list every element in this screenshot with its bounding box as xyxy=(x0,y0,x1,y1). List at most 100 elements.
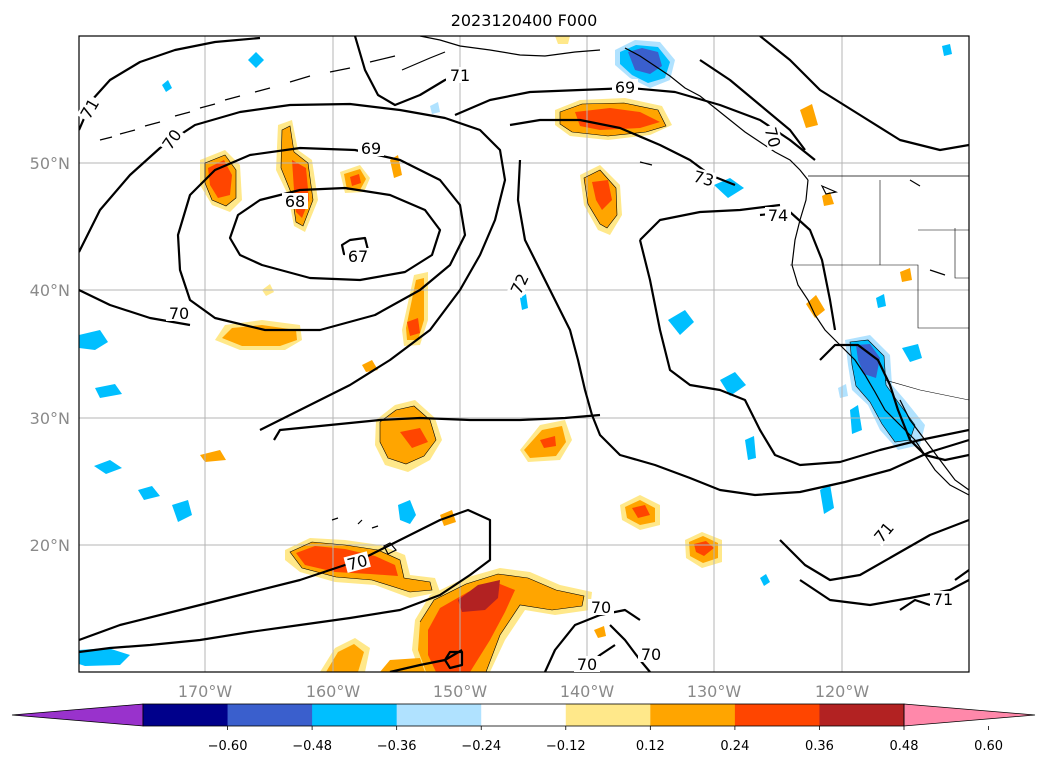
contour-69-low xyxy=(176,146,467,332)
contour-ca xyxy=(819,343,969,462)
shade-neg-13 xyxy=(820,484,834,514)
shade-neg-16 xyxy=(902,344,922,362)
shade-neg-1 xyxy=(248,52,264,68)
shade-patch-20n xyxy=(685,532,722,568)
shade-neg-10 xyxy=(668,310,694,335)
shade-neg-california xyxy=(845,335,925,450)
shade-patch-small-5 xyxy=(594,626,606,638)
border-mexico xyxy=(884,379,969,401)
contour-label: 69 xyxy=(615,78,635,97)
colorbar-segment xyxy=(227,704,313,726)
lon-axis-labels: 170°W 160°W 150°W 140°W 130°W 120°W xyxy=(178,682,870,701)
lon-label: 140°W xyxy=(560,682,615,701)
map-frame xyxy=(78,35,970,673)
shade-neg-3 xyxy=(79,330,108,350)
shade-patch-small-7 xyxy=(800,104,818,128)
colorbar-segment xyxy=(819,704,905,726)
colorbar-tick-label: 0.48 xyxy=(890,739,919,754)
shade-neg-11 xyxy=(720,372,746,396)
shade-neg-18 xyxy=(838,384,848,398)
lon-label: 130°W xyxy=(687,682,742,701)
shade-neg-5 xyxy=(94,460,122,474)
shade-neg-4 xyxy=(95,384,122,398)
shade-neg-6 xyxy=(138,486,160,500)
shade-neg-17 xyxy=(850,405,862,434)
lon-label: 160°W xyxy=(306,682,361,701)
shade-neg-alaska xyxy=(615,40,675,88)
contour-label: 70 xyxy=(345,551,370,575)
contour-mx xyxy=(899,569,969,611)
border-states-1 xyxy=(790,180,969,329)
contour-label: 70 xyxy=(169,304,189,323)
shade-patch-small-3 xyxy=(200,450,226,462)
shade-outlines xyxy=(204,102,916,672)
contour-label: 70 xyxy=(641,645,661,664)
coast-southeast-alaska xyxy=(624,47,809,181)
contour-label: 69 xyxy=(361,139,381,158)
contour-label: 67 xyxy=(348,247,368,266)
contour-68-low xyxy=(228,186,442,282)
contour-70-bc xyxy=(699,59,806,151)
colorbar-extend-low xyxy=(11,703,144,727)
map-title: 2023120400 F000 xyxy=(451,11,598,30)
colorbar-outline xyxy=(142,703,905,727)
contour-label: 71 xyxy=(450,66,470,85)
gridlines xyxy=(79,36,969,672)
shade-neg-7 xyxy=(172,500,192,522)
contour-label: 70 xyxy=(591,598,611,617)
shade-patch-140w-30n xyxy=(520,420,572,462)
shade-patch-22n xyxy=(620,495,660,530)
shade-neg-12 xyxy=(745,436,756,460)
colorbar-tick-label: −0.36 xyxy=(377,739,417,754)
coast-aleutians xyxy=(99,51,446,141)
lon-label: 170°W xyxy=(178,682,233,701)
contour-71-bc xyxy=(759,36,969,152)
lon-label: 120°W xyxy=(815,682,870,701)
colorbar-segment xyxy=(481,704,567,726)
coast-alaska-south xyxy=(419,36,601,57)
contour-label: 70 xyxy=(761,125,785,150)
lat-label: 40°N xyxy=(30,281,70,300)
colorbar-tick-label: 0.12 xyxy=(636,739,665,754)
contour-label: 71 xyxy=(933,590,953,609)
contour-70-center xyxy=(273,413,601,441)
shaded-field-negative xyxy=(79,40,952,666)
contour-73 xyxy=(638,203,969,467)
contour-71-se xyxy=(779,518,969,607)
shade-neg-2 xyxy=(162,80,172,92)
contour-71-alaska xyxy=(353,36,471,107)
lon-label: 150°W xyxy=(433,682,488,701)
contour-label: 74 xyxy=(768,206,788,225)
shade-patch-sw-4 xyxy=(380,658,425,672)
colorbar-tick-label: −0.12 xyxy=(546,739,586,754)
contour-label: 70 xyxy=(577,655,597,674)
lat-axis-labels: 50°N 40°N 30°N 20°N xyxy=(30,154,70,555)
shade-neg-14 xyxy=(714,178,744,198)
shade-patch-small-8 xyxy=(822,192,834,206)
shade-patch-small-9 xyxy=(900,268,912,282)
colorbar-tick-label: 0.24 xyxy=(720,739,749,754)
contour-label: 73 xyxy=(691,167,716,191)
colorbar-extend-high xyxy=(903,703,1036,727)
colorbar-segment xyxy=(143,704,229,726)
shade-neg-22 xyxy=(942,44,952,56)
lat-label: 30°N xyxy=(30,409,70,428)
shade-neg-21 xyxy=(520,294,528,310)
colorbar-tick-label: 0.36 xyxy=(805,739,834,754)
colorbar-segment xyxy=(396,704,482,726)
lat-label: 20°N xyxy=(30,536,70,555)
shade-neg-8 xyxy=(398,500,416,524)
shade-patch-small-10 xyxy=(555,36,570,44)
contour-70-south xyxy=(79,508,492,654)
shade-patch-nw-3 xyxy=(340,165,370,193)
shade-neg-9 xyxy=(79,648,130,666)
colorbar-tick-label: −0.60 xyxy=(208,739,248,754)
colorbar-segment xyxy=(312,704,398,726)
colorbar-tick-label: −0.24 xyxy=(461,739,501,754)
map-panel: 71 71 70 69 69 68 67 70 72 73 74 70 70 7… xyxy=(30,35,970,701)
shade-patch-small-6 xyxy=(806,295,825,318)
shade-neg-15 xyxy=(760,574,770,586)
colorbar-segment xyxy=(650,704,736,726)
coast-baja-gulf xyxy=(899,399,969,491)
